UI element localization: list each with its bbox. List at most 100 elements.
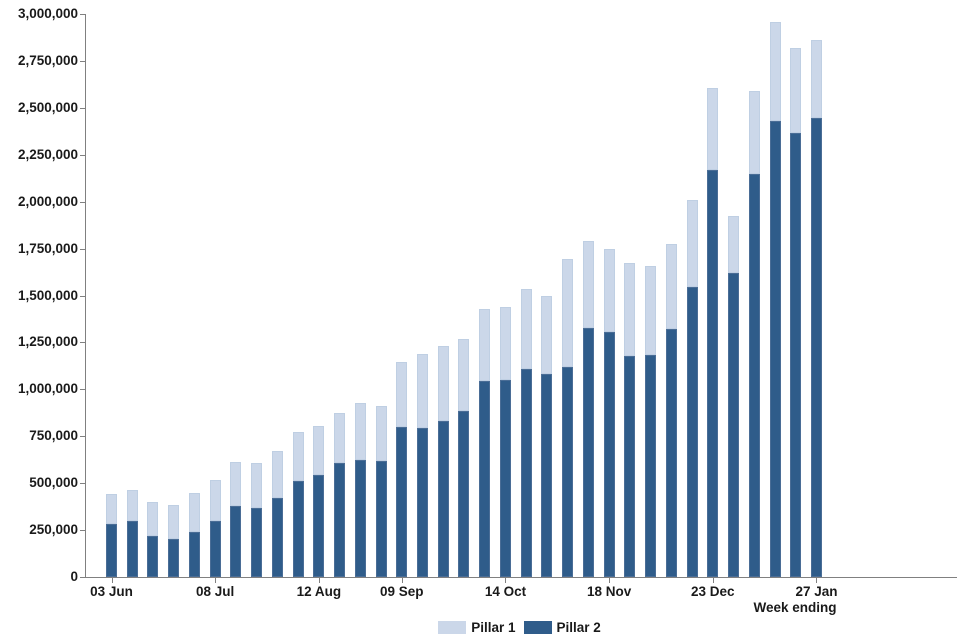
y-tick-label: 1,750,000 — [17, 240, 78, 256]
pillar-2-segment — [541, 374, 553, 577]
pillar-1-segment — [603, 248, 615, 333]
y-tick-label: 500,000 — [29, 475, 78, 491]
y-tick-label: 1,000,000 — [17, 381, 78, 397]
pillar-1-segment — [499, 306, 511, 380]
y-tick-mark — [80, 60, 85, 62]
pillar-2-segment — [479, 380, 491, 577]
y-tick-mark — [80, 154, 85, 156]
y-axis — [85, 14, 86, 577]
pillar-1-segment — [168, 504, 180, 540]
x-tick-mark — [712, 577, 714, 583]
pillar-2-segment — [396, 426, 408, 577]
x-tick-label: 12 Aug — [296, 584, 342, 599]
y-tick-mark — [80, 342, 85, 344]
pillar-1-segment — [582, 241, 594, 329]
pillar-1-segment — [354, 403, 366, 461]
y-tick-mark — [80, 389, 85, 391]
pillar-2-segment — [375, 461, 387, 577]
pillar-1-segment — [417, 353, 429, 428]
x-tick-label: 18 Nov — [586, 584, 632, 599]
pillar-2-segment — [748, 173, 760, 577]
y-tick-label: 2,000,000 — [17, 193, 78, 209]
pillar-1-segment — [375, 405, 387, 462]
pillar-2-segment — [686, 287, 698, 577]
x-tick-mark — [111, 577, 113, 583]
pillar-2-segment — [209, 520, 221, 577]
x-tick-mark — [816, 577, 818, 583]
pillar-2-segment — [147, 535, 159, 577]
x-tick-label: 09 Sep — [380, 584, 424, 599]
pillar-2-segment — [417, 427, 429, 577]
y-tick-label: 3,000,000 — [17, 6, 78, 21]
pillar-2-segment — [251, 507, 263, 577]
y-tick-label: 2,250,000 — [17, 146, 78, 162]
pillar-2-segment — [790, 133, 802, 577]
legend-label-pillar2: Pillar 2 — [556, 620, 601, 635]
pillar-2-segment — [126, 520, 138, 577]
x-tick-mark — [215, 577, 217, 583]
pillar-2-segment — [106, 523, 117, 577]
pillar-1-segment — [126, 489, 138, 521]
pillar-1-segment — [209, 480, 221, 521]
y-tick-label: 2,750,000 — [17, 52, 78, 68]
pillar-2-segment — [810, 118, 822, 577]
pillar-2-segment — [562, 366, 574, 577]
y-tick-mark — [80, 295, 85, 297]
x-tick-mark — [318, 577, 320, 583]
pillar-1-segment — [707, 88, 719, 170]
pillar-1-segment — [292, 432, 304, 482]
y-tick-mark — [80, 201, 85, 203]
pillar-1-segment — [686, 199, 698, 288]
pillar-1-segment — [728, 215, 740, 273]
pillar-2-segment — [582, 328, 594, 577]
pillar-1-segment — [437, 346, 449, 422]
x-tick-mark — [401, 577, 403, 583]
y-tick-label: 750,000 — [29, 428, 78, 444]
pillar-2-segment — [645, 354, 657, 577]
y-tick-label: 0 — [70, 569, 78, 584]
y-tick-mark — [80, 483, 85, 485]
x-axis — [85, 577, 957, 578]
x-tick-mark — [609, 577, 611, 583]
pillar-1-segment — [520, 288, 532, 369]
pillar-1-segment — [271, 451, 283, 499]
x-tick-label: 23 Dec — [691, 584, 735, 599]
legend-swatch-pillar2 — [523, 621, 552, 634]
pillar-1-segment — [665, 243, 677, 330]
y-tick-mark — [80, 107, 85, 109]
pillar-2-segment — [292, 481, 304, 577]
pillar-2-segment — [728, 272, 740, 577]
pillar-2-segment — [520, 368, 532, 577]
pillar-1-segment — [251, 462, 263, 508]
x-tick-label: 27 Jan — [795, 584, 838, 599]
pillar-1-segment — [645, 266, 657, 355]
pillar-2-segment — [499, 379, 511, 577]
x-tick-label: 08 Jul — [196, 584, 235, 599]
pillar-1-segment — [748, 90, 760, 174]
pillar-1-segment — [396, 362, 408, 427]
y-tick-mark — [80, 436, 85, 438]
pillar-2-segment — [271, 498, 283, 577]
y-tick-mark — [80, 14, 85, 15]
pillar-2-segment — [665, 329, 677, 577]
x-tick-label: 14 Oct — [484, 584, 527, 599]
y-tick-mark — [80, 248, 85, 250]
pillar-1-segment — [810, 40, 822, 119]
y-tick-mark — [80, 577, 85, 578]
pillar-1-segment — [790, 47, 802, 134]
x-tick-label: 03 Jun — [90, 584, 133, 599]
y-tick-label: 250,000 — [29, 522, 78, 538]
pillar-2-segment — [168, 539, 180, 577]
pillar-1-segment — [769, 22, 781, 121]
x-axis-title: Week ending — [753, 600, 837, 615]
pillar-2-segment — [458, 410, 470, 577]
pillar-1-segment — [147, 501, 159, 536]
pillar-1-segment — [106, 494, 117, 524]
x-tick-mark — [505, 577, 507, 583]
pillar-1-segment — [479, 308, 491, 381]
pillar-2-segment — [230, 505, 242, 577]
pillar-2-segment — [707, 169, 719, 577]
y-tick-label: 1,250,000 — [17, 334, 78, 350]
y-tick-label: 2,500,000 — [17, 99, 78, 115]
